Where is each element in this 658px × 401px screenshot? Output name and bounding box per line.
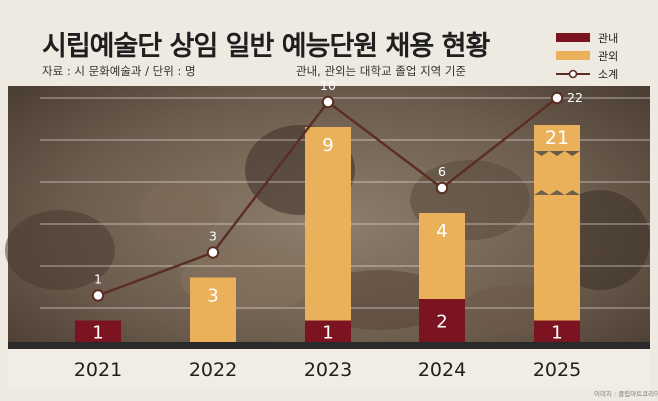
x-tick-2023: 2023 <box>304 359 352 381</box>
legend-swatch-outside <box>556 51 590 60</box>
x-tick-2021: 2021 <box>74 359 122 381</box>
chart-source: 자료 : 시 문화예술과 / 단위 : 명 <box>42 64 196 78</box>
bar-outside-2024 <box>419 213 465 299</box>
bar-outside-2025 <box>534 195 580 321</box>
legend-label-local: 관내 <box>598 32 619 45</box>
subtotal-label-2024: 6 <box>438 164 446 179</box>
bar-break-2025 <box>534 151 580 195</box>
legend-item-local: 관내 <box>556 30 656 46</box>
bar-local-2025 <box>534 320 580 342</box>
bar-outside-top-2025 <box>534 125 580 151</box>
x-tick-2024: 2024 <box>418 359 466 381</box>
subtotal-label-2021: 1 <box>94 272 102 287</box>
subtotal-label-2023: 10 <box>320 78 336 93</box>
bar-label-local-2024: 2 <box>436 312 447 333</box>
bar-label-local-2025: 1 <box>551 322 562 343</box>
bar-label-local-2021: 1 <box>92 322 103 343</box>
legend-item-outside: 관외 <box>556 48 656 64</box>
chart-title: 시립예술단 상임 일반 예능단원 채용 현황 <box>42 31 490 62</box>
bar-label-outside-2023: 9 <box>322 135 333 156</box>
subtotal-point-2024 <box>435 181 449 195</box>
bg-shape <box>5 210 115 290</box>
subtotal-line: 1 3 10 6 22 <box>91 78 583 302</box>
subtotal-point-2022 <box>206 246 220 259</box>
bar-local-2021 <box>75 320 121 342</box>
baseline-bar <box>8 342 650 349</box>
subtotal-point-2025 <box>550 91 564 105</box>
tick-label-band <box>8 349 650 390</box>
bars: 1 3 1 9 2 4 1 21 <box>75 125 580 343</box>
legend-swatch-subtotal <box>556 69 590 79</box>
subtotal-label-2025: 22 <box>567 90 583 105</box>
bar-local-2024 <box>419 299 465 342</box>
bar-outside-2022 <box>190 277 236 342</box>
bar-label-local-2023: 1 <box>322 322 333 343</box>
bar-outside-2023 <box>305 127 351 321</box>
bg-shape <box>140 180 220 240</box>
x-tick-2025: 2025 <box>533 359 581 381</box>
bar-label-outside-2022: 3 <box>207 286 218 307</box>
x-tick-labels: 2021 2022 2023 2024 2025 <box>74 359 581 381</box>
legend-item-subtotal: 소계 <box>556 66 656 82</box>
x-tick-2022: 2022 <box>189 359 237 381</box>
bar-local-2023 <box>305 320 351 342</box>
bar-label-outside-2024: 4 <box>436 221 447 242</box>
legend-swatch-local <box>556 33 590 42</box>
legend-label-subtotal: 소계 <box>598 68 619 81</box>
legend-label-outside: 관외 <box>598 50 619 63</box>
subtotal-point-2023 <box>321 95 335 109</box>
image-credit: 이미지 : 클립아트코리아 <box>594 390 658 398</box>
bar-label-outside-2025: 21 <box>545 127 569 149</box>
chart-note: 관내, 관외는 대학교 졸업 지역 기준 <box>296 64 467 78</box>
subtotal-point-2021 <box>91 289 105 302</box>
subtotal-label-2022: 3 <box>209 229 217 244</box>
legend: 관내 관외 소계 <box>556 30 656 84</box>
